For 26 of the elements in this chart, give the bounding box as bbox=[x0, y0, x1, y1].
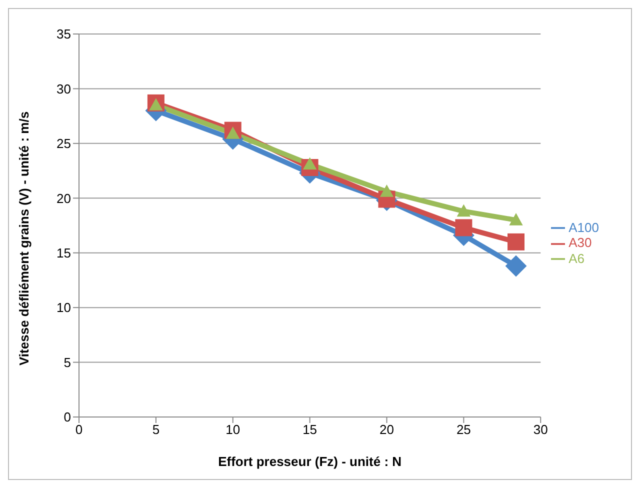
x-tick-label: 25 bbox=[456, 422, 471, 438]
legend-label: A6 bbox=[568, 250, 585, 266]
legend-label: A30 bbox=[568, 235, 592, 250]
point bbox=[455, 219, 472, 236]
legend-label: A100 bbox=[568, 220, 599, 235]
point bbox=[510, 214, 523, 226]
y-tick-label: 10 bbox=[56, 300, 71, 316]
x-axis-title: Effort presseur (Fz) - unité : N bbox=[218, 454, 402, 470]
x-tick-label: 30 bbox=[533, 422, 548, 438]
y-tick-label: 20 bbox=[56, 190, 71, 206]
y-axis-title: Vitesse défliément grains (V) - unité : m/s bbox=[16, 111, 32, 366]
point bbox=[506, 255, 527, 276]
y-tick-label: 5 bbox=[64, 354, 71, 370]
y-tick-label: 25 bbox=[56, 136, 71, 152]
y-tick-label: 15 bbox=[56, 245, 71, 260]
y-tick-label: 30 bbox=[56, 81, 71, 96]
point bbox=[508, 233, 525, 250]
x-tick-label: 15 bbox=[302, 422, 318, 438]
x-tick-label: 0 bbox=[75, 422, 83, 438]
point bbox=[380, 185, 394, 197]
point bbox=[457, 204, 470, 217]
x-tick-label: 5 bbox=[152, 422, 160, 438]
x-tick-label: 10 bbox=[226, 422, 240, 438]
y-tick-label: 35 bbox=[56, 26, 71, 42]
y-tick-label: 0 bbox=[64, 410, 71, 425]
x-tick-label: 20 bbox=[380, 422, 394, 438]
